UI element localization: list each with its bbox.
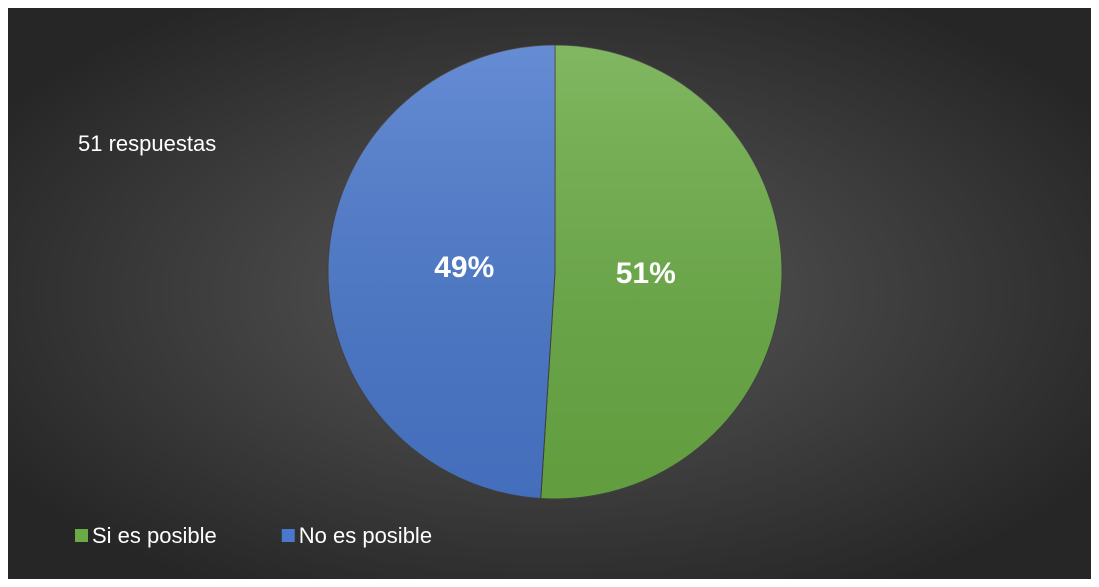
legend-swatch (75, 529, 88, 542)
legend-label: No es posible (299, 523, 432, 548)
data-label: 51% (616, 257, 676, 290)
legend-label: Si es posible (92, 523, 217, 548)
data-label: 49% (434, 251, 494, 284)
slice-shading (328, 45, 555, 499)
slice-shading (540, 45, 783, 499)
annotation: 51 respuestas (78, 131, 216, 156)
legend-swatch (281, 529, 295, 542)
